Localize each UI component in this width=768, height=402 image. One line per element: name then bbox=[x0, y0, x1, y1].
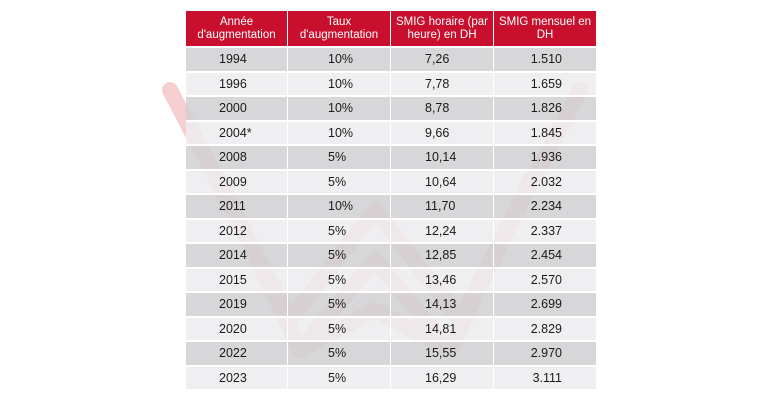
table-row: 2022 5% 15,55 2.970 bbox=[186, 342, 596, 367]
cell-monthly: 3.111 bbox=[494, 366, 596, 391]
cell-monthly: 2.337 bbox=[494, 219, 596, 244]
cell-year: 2004* bbox=[186, 121, 288, 146]
cell-rate: 5% bbox=[288, 244, 391, 269]
cell-rate: 5% bbox=[288, 293, 391, 318]
cell-monthly: 2.234 bbox=[494, 195, 596, 220]
cell-monthly: 2.570 bbox=[494, 268, 596, 293]
cell-year: 2014 bbox=[186, 244, 288, 269]
cell-monthly: 1.659 bbox=[494, 72, 596, 97]
cell-year: 2019 bbox=[186, 293, 288, 318]
cell-year: 2015 bbox=[186, 268, 288, 293]
cell-hourly: 13,46 bbox=[391, 268, 494, 293]
cell-hourly: 7,26 bbox=[391, 48, 494, 73]
cell-rate: 5% bbox=[288, 268, 391, 293]
cell-year: 2008 bbox=[186, 146, 288, 171]
cell-monthly: 1.845 bbox=[494, 121, 596, 146]
cell-hourly: 10,64 bbox=[391, 170, 494, 195]
cell-monthly: 1.936 bbox=[494, 146, 596, 171]
cell-monthly: 1.510 bbox=[494, 48, 596, 73]
table-row: 2019 5% 14,13 2.699 bbox=[186, 293, 596, 318]
table-row: 2000 10% 8,78 1.826 bbox=[186, 97, 596, 122]
cell-hourly: 14,13 bbox=[391, 293, 494, 318]
cell-rate: 5% bbox=[288, 317, 391, 342]
cell-hourly: 12,24 bbox=[391, 219, 494, 244]
table-row: 2023 5% 16,29 3.111 bbox=[186, 366, 596, 391]
header-year: Année d'augmentation bbox=[186, 11, 288, 48]
cell-hourly: 8,78 bbox=[391, 97, 494, 122]
cell-rate: 5% bbox=[288, 146, 391, 171]
cell-rate: 10% bbox=[288, 121, 391, 146]
cell-rate: 5% bbox=[288, 219, 391, 244]
table-row: 2011 10% 11,70 2.234 bbox=[186, 195, 596, 220]
table-row: 2014 5% 12,85 2.454 bbox=[186, 244, 596, 269]
cell-hourly: 14,81 bbox=[391, 317, 494, 342]
smig-table: Année d'augmentation Taux d'augmentation… bbox=[186, 11, 596, 391]
cell-hourly: 7,78 bbox=[391, 72, 494, 97]
cell-rate: 5% bbox=[288, 170, 391, 195]
smig-table-container: Année d'augmentation Taux d'augmentation… bbox=[186, 11, 596, 391]
cell-hourly: 15,55 bbox=[391, 342, 494, 367]
table-row: 2012 5% 12,24 2.337 bbox=[186, 219, 596, 244]
cell-rate: 10% bbox=[288, 195, 391, 220]
cell-hourly: 16,29 bbox=[391, 366, 494, 391]
cell-monthly: 1.826 bbox=[494, 97, 596, 122]
cell-rate: 10% bbox=[288, 72, 391, 97]
cell-hourly: 9,66 bbox=[391, 121, 494, 146]
cell-hourly: 11,70 bbox=[391, 195, 494, 220]
table-row: 2020 5% 14,81 2.829 bbox=[186, 317, 596, 342]
cell-year: 2020 bbox=[186, 317, 288, 342]
table-row: 1994 10% 7,26 1.510 bbox=[186, 48, 596, 73]
cell-year: 2012 bbox=[186, 219, 288, 244]
cell-hourly: 10,14 bbox=[391, 146, 494, 171]
cell-rate: 10% bbox=[288, 48, 391, 73]
cell-rate: 5% bbox=[288, 366, 391, 391]
table-row: 1996 10% 7,78 1.659 bbox=[186, 72, 596, 97]
cell-monthly: 2.970 bbox=[494, 342, 596, 367]
cell-year: 1996 bbox=[186, 72, 288, 97]
table-header-row: Année d'augmentation Taux d'augmentation… bbox=[186, 11, 596, 48]
cell-year: 1994 bbox=[186, 48, 288, 73]
table-row: 2004* 10% 9,66 1.845 bbox=[186, 121, 596, 146]
header-rate: Taux d'augmentation bbox=[288, 11, 391, 48]
cell-year: 2022 bbox=[186, 342, 288, 367]
cell-monthly: 2.454 bbox=[494, 244, 596, 269]
header-monthly: SMIG mensuel en DH bbox=[494, 11, 596, 48]
cell-year: 2011 bbox=[186, 195, 288, 220]
cell-year: 2000 bbox=[186, 97, 288, 122]
table-row: 2009 5% 10,64 2.032 bbox=[186, 170, 596, 195]
header-hourly: SMIG horaire (par heure) en DH bbox=[391, 11, 494, 48]
table-row: 2008 5% 10,14 1.936 bbox=[186, 146, 596, 171]
cell-year: 2023 bbox=[186, 366, 288, 391]
cell-rate: 10% bbox=[288, 97, 391, 122]
cell-monthly: 2.829 bbox=[494, 317, 596, 342]
cell-year: 2009 bbox=[186, 170, 288, 195]
table-row: 2015 5% 13,46 2.570 bbox=[186, 268, 596, 293]
cell-monthly: 2.699 bbox=[494, 293, 596, 318]
cell-rate: 5% bbox=[288, 342, 391, 367]
cell-monthly: 2.032 bbox=[494, 170, 596, 195]
cell-hourly: 12,85 bbox=[391, 244, 494, 269]
